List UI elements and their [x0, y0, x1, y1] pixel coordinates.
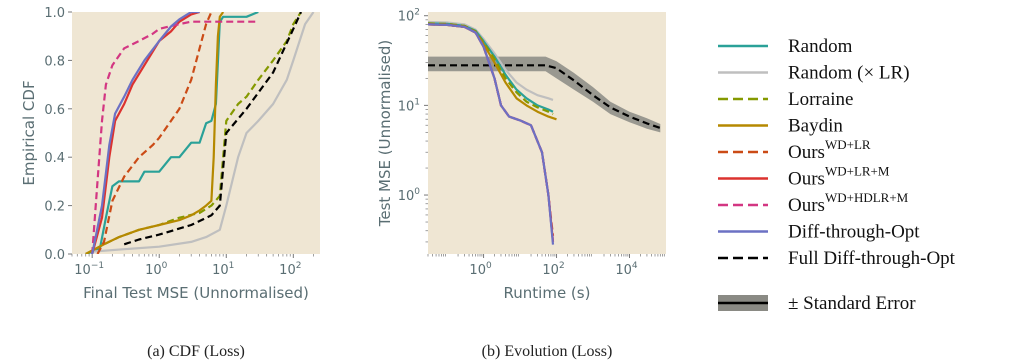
y-tick-label: 102: [398, 8, 420, 25]
y-tick-label: 101: [398, 97, 420, 114]
series-line-random: [85, 12, 259, 254]
x-axis-label: Final Test MSE (Unnormalised): [83, 284, 309, 302]
series-line-random-lr: [428, 20, 554, 101]
x-tick-label: 104: [615, 261, 638, 278]
series-line-baydin: [85, 12, 225, 254]
y-tick-label: 100: [398, 187, 421, 204]
legend-label-ours-wd-hdlr-m: OursWD+HDLR+M: [788, 190, 909, 216]
series-line-ours-wd-lr-m: [91, 12, 200, 254]
y-axis-label: Empirical CDF: [20, 80, 38, 185]
plot-area: [428, 12, 666, 254]
series-line-ours-wd-lr: [96, 12, 213, 254]
x-tick-label: 100: [145, 261, 168, 278]
x-tick-label: 102: [279, 261, 301, 278]
cdf-chart: 10−1 100 101 102 0.0 0.2 0.4 0.6 0.8 1.0 Final Tes…: [20, 6, 320, 360]
legend-label-random-lr: Random (× LR): [788, 63, 910, 84]
y-tick-label: 0.6: [44, 103, 65, 118]
legend-label-ours-wd-lr-m: OursWD+LR+M: [788, 164, 890, 190]
series-line-ours-wd-hdlr-m: [91, 20, 259, 254]
caption: (a) CDF (Loss): [147, 343, 245, 360]
caption: (b) Evolution (Loss): [482, 343, 613, 360]
x-tick-label: 102: [542, 261, 564, 278]
series-group: [428, 20, 661, 245]
y-tick-label: 0.8: [44, 54, 65, 69]
series-line-random-lr: [92, 12, 315, 253]
y-tick-label: 0.0: [44, 248, 65, 263]
legend-label-baydin: Baydin: [788, 116, 843, 137]
y-tick-label: 0.4: [44, 151, 65, 166]
series-line-full-diff-opt: [123, 12, 303, 246]
legend-label-full-diff-opt: Full Diff-through-Opt: [788, 248, 956, 269]
y-tick-label: 0.2: [44, 200, 65, 215]
legend-label-ours-wd-lr: OursWD+LR: [788, 137, 871, 163]
legend-label-lorraine: Lorraine: [788, 89, 853, 110]
x-axis-label: Runtime (s): [504, 284, 591, 302]
stderr-band: [428, 56, 661, 133]
legend-label-random: Random: [788, 36, 853, 57]
legend-label-diff-opt: Diff-through-Opt: [788, 222, 920, 243]
series-line-diff-opt: [91, 12, 200, 254]
legend-label-stderr: ± Standard Error: [788, 293, 916, 314]
evolution-chart: 100 102 104 100 101 102 Runtime (s) Test MSE (U…: [376, 8, 666, 360]
x-tick-label: 10−1: [74, 261, 104, 278]
series-line-diff-opt: [428, 23, 555, 245]
x-tick-label: 101: [212, 261, 234, 278]
x-tick-label: 100: [469, 261, 492, 278]
y-axis-label: Test MSE (Unnormalised): [376, 40, 394, 228]
series-group: [85, 12, 315, 254]
y-tick-label: 1.0: [44, 6, 65, 21]
